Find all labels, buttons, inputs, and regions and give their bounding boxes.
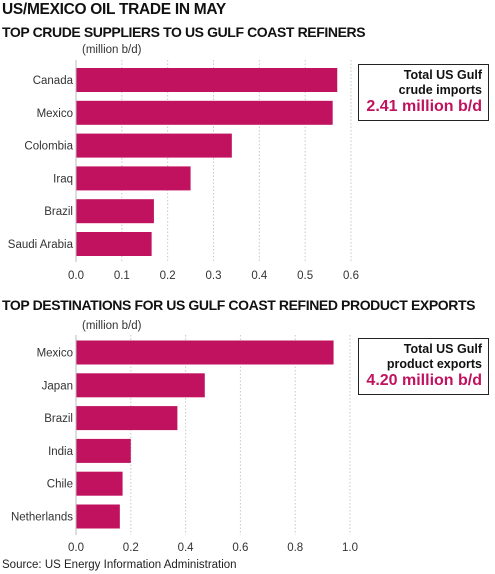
category-label: Mexico [37, 348, 73, 360]
chart-1-title: TOP CRUDE SUPPLIERS TO US GULF COAST REF… [2, 24, 366, 40]
bar-japan [76, 373, 205, 398]
x-tick-label: 0.4 [251, 270, 268, 282]
x-tick-label: 0.6 [343, 270, 359, 282]
unit-label: (million b/d) [82, 44, 142, 56]
category-label: Mexico [37, 108, 73, 120]
bar-canada [76, 68, 338, 92]
category-label: Colombia [24, 141, 73, 153]
callout-2-value: 4.20 million b/d [366, 372, 482, 389]
category-label: Iraq [53, 173, 73, 185]
bar-india [76, 438, 131, 463]
category-label: India [48, 446, 74, 458]
x-tick-label: 0.1 [114, 270, 130, 282]
bar-iraq [76, 166, 191, 191]
x-tick-label: 0.2 [160, 270, 176, 282]
bar-chile [76, 471, 123, 496]
bar-brazil [76, 199, 154, 224]
x-tick-label: 0.4 [178, 542, 195, 554]
callout-2-line1: Total US Gulf [403, 342, 482, 356]
chart-2-title: TOP DESTINATIONS FOR US GULF COAST REFIN… [2, 297, 476, 313]
x-tick-label: 0.8 [287, 542, 303, 554]
x-tick-label: 0.3 [206, 270, 222, 282]
crude-suppliers-chart: (million b/d) 0.0 0.1 0.2 0.3 0.4 0.5 0.6 Canada… [8, 44, 359, 282]
product-destinations-chart: (million b/d) 0.0 0.2 0.4 0.6 0.8 1.0 Mexico Jap… [11, 320, 358, 554]
callout-2-line2: product exports [386, 357, 482, 371]
callout-1-line1: Total US Gulf [403, 68, 482, 82]
x-tick-label: 1.0 [342, 542, 358, 554]
category-label: Saudi Arabia [8, 239, 74, 251]
x-tick-label: 0.0 [68, 542, 84, 554]
category-label: Brazil [44, 206, 73, 218]
callout-1-value: 2.41 million b/d [366, 98, 482, 115]
x-tick-label: 0.6 [232, 542, 248, 554]
page-title: US/MEXICO OIL TRADE IN MAY [2, 1, 226, 18]
bar-saudi-arabia [76, 232, 152, 256]
x-tick-label: 0.2 [123, 542, 139, 554]
bar-brazil [76, 406, 178, 431]
category-label: Canada [33, 75, 74, 87]
x-tick-label: 0.0 [68, 270, 84, 282]
source-note: Source: US Energy Information Administra… [2, 559, 237, 571]
category-label: Brazil [44, 413, 73, 425]
bar-mexico [76, 100, 333, 125]
product-exports-callout: Total US Gulf product exports 4.20 milli… [358, 338, 489, 395]
crude-imports-callout: Total US Gulf crude imports 2.41 million… [358, 64, 489, 121]
unit-label: (million b/d) [82, 320, 142, 332]
bar-colombia [76, 133, 232, 158]
category-label: Netherlands [11, 512, 73, 524]
bar-mexico [76, 340, 334, 365]
callout-1-line2: crude imports [398, 83, 482, 97]
category-label: Chile [47, 479, 73, 491]
bar-netherlands [76, 504, 120, 529]
x-tick-label: 0.5 [297, 270, 313, 282]
category-label: Japan [42, 380, 73, 392]
